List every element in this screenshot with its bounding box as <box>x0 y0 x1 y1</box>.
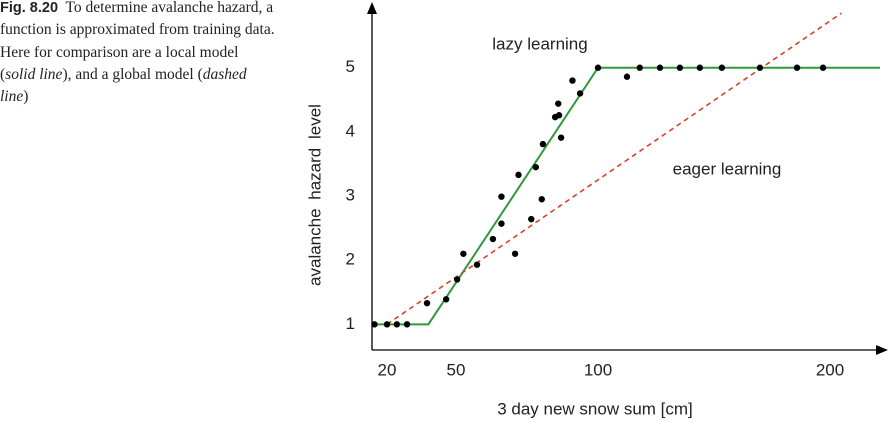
x-tick-label: 50 <box>447 360 466 379</box>
data-point <box>718 64 726 71</box>
data-point <box>539 140 547 148</box>
x-axis-arrow <box>876 345 888 355</box>
data-point <box>371 321 378 328</box>
data-point <box>636 64 643 71</box>
y-tick-label: 3 <box>346 186 355 205</box>
y-tick-label: 5 <box>346 57 355 76</box>
data-point <box>515 171 522 179</box>
data-point <box>442 296 450 303</box>
data-point <box>819 64 827 71</box>
data-point <box>403 321 411 328</box>
y-axis-arrow <box>367 2 377 14</box>
data-point <box>453 276 461 283</box>
x-tick-label: 100 <box>584 360 612 379</box>
data-point <box>383 321 391 328</box>
data-point <box>489 235 497 243</box>
x-axis-label: 3 day new snow sum [cm] <box>497 399 693 418</box>
data-point <box>498 193 505 200</box>
data-point <box>538 196 545 203</box>
data-point <box>555 112 563 119</box>
data-point <box>511 250 519 257</box>
x-tick-label: 200 <box>816 360 844 379</box>
y-axis-label: avalanche hazard level <box>305 104 324 286</box>
data-point <box>576 90 584 97</box>
caption-italic: solid line <box>5 65 63 83</box>
data-point <box>557 134 565 141</box>
data-point <box>594 64 602 71</box>
data-point <box>393 321 401 328</box>
caption-text: To determine avalanche hazard, a functio… <box>0 0 275 83</box>
data-point <box>676 64 684 71</box>
y-tick-label: 2 <box>346 250 355 269</box>
figure-caption: Fig. 8.20 To determine avalanche hazard,… <box>0 0 275 108</box>
data-point <box>473 261 481 268</box>
caption-italic: dashed line <box>0 65 247 106</box>
data-point <box>423 299 431 307</box>
annotation: lazy learning <box>492 34 587 53</box>
data-point <box>656 64 664 71</box>
data-point <box>460 250 467 257</box>
dashed-line <box>386 12 842 326</box>
data-point <box>696 64 704 71</box>
caption-text: ) <box>23 88 29 106</box>
annotation: eager learning <box>673 159 782 178</box>
x-tick-label: 20 <box>378 360 397 379</box>
data-point <box>528 215 535 223</box>
data-point <box>623 73 631 80</box>
data-point <box>498 220 505 227</box>
figure-label: Fig. 8.20 <box>0 0 59 16</box>
caption-text: ), and a global model ( <box>62 65 203 83</box>
data-point <box>756 64 764 71</box>
data-point <box>532 163 540 171</box>
y-tick-label: 4 <box>346 121 355 140</box>
data-point <box>793 64 801 71</box>
data-point <box>555 100 562 107</box>
y-tick-label: 1 <box>346 314 355 333</box>
solid-line <box>372 66 880 326</box>
data-point <box>569 77 576 84</box>
